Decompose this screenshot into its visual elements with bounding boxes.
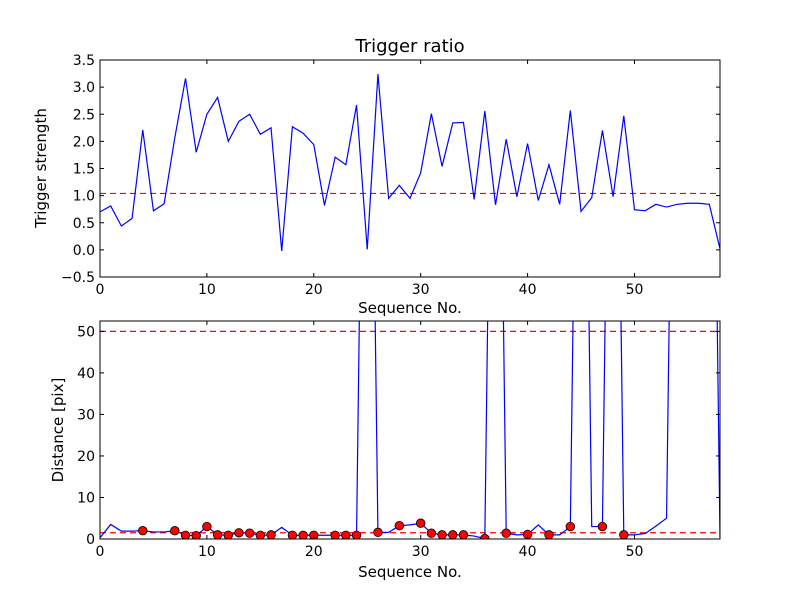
data-point — [170, 525, 180, 536]
x-tick-label: 20 — [305, 544, 323, 560]
x-axis-label: Sequence No. — [358, 563, 462, 581]
y-tick-label: 2.5 — [73, 107, 95, 123]
data-point — [266, 530, 276, 539]
x-tick-label: 10 — [198, 544, 216, 560]
data-point — [212, 530, 223, 539]
plot-area — [100, 60, 720, 277]
data-point — [501, 528, 511, 538]
y-tick-label: 10 — [77, 490, 95, 506]
data-point — [565, 521, 576, 532]
data-point — [255, 530, 266, 539]
y-tick-label: 0.0 — [73, 243, 95, 259]
data-point — [202, 521, 212, 532]
data-point — [597, 521, 608, 532]
data-point — [415, 518, 426, 528]
data-point — [234, 528, 244, 538]
x-axis-label: Sequence No. — [358, 299, 462, 317]
plot-content — [100, 74, 720, 252]
data-point — [287, 530, 298, 539]
x-tick-label: 40 — [519, 282, 537, 298]
series-line — [100, 74, 720, 252]
y-tick-label: 3.0 — [73, 80, 95, 96]
x-tick-label: 50 — [626, 282, 644, 298]
y-tick-label: 2.0 — [73, 134, 95, 150]
x-tick-label: 40 — [519, 544, 537, 560]
data-point — [437, 530, 447, 539]
data-point — [244, 528, 255, 538]
data-point — [544, 530, 554, 539]
data-point — [309, 530, 319, 539]
plot-area — [100, 321, 720, 539]
x-tick-label: 30 — [412, 282, 430, 298]
y-tick-label: 3.5 — [73, 53, 95, 69]
data-point — [458, 530, 469, 539]
trigger-ratio-chart: Trigger ratio Sequence No. Trigger stren… — [32, 36, 721, 317]
y-tick-label: 20 — [77, 449, 95, 465]
data-point — [619, 530, 629, 539]
x-tick-label: 30 — [412, 544, 430, 560]
y-axis-label: Trigger strength — [32, 108, 50, 229]
chart-title: Trigger ratio — [354, 36, 464, 57]
data-point — [223, 530, 233, 539]
axes-frame — [99, 320, 721, 540]
data-point — [394, 521, 405, 531]
data-point — [341, 530, 351, 539]
x-tick-label: 50 — [626, 544, 644, 560]
y-tick-label: 40 — [77, 366, 95, 382]
data-point — [448, 530, 458, 539]
x-tick-label: 20 — [305, 282, 323, 298]
y-tick-label: −0.5 — [61, 270, 95, 286]
x-tick-label: 10 — [198, 282, 216, 298]
x-tick-label: 0 — [96, 544, 105, 560]
y-tick-label: 30 — [77, 407, 95, 423]
data-point — [426, 528, 437, 538]
data-point — [298, 530, 308, 539]
data-point — [191, 530, 201, 539]
plot-content — [100, 321, 720, 539]
y-tick-label: 1.5 — [73, 162, 95, 178]
y-axis-label: Distance [pix] — [49, 378, 67, 483]
y-tick-label: 50 — [77, 324, 95, 340]
y-tick-label: 0.5 — [73, 216, 95, 232]
data-point — [351, 530, 362, 539]
y-tick-label: 1.0 — [73, 189, 95, 205]
data-point — [180, 530, 191, 539]
data-point — [330, 530, 340, 539]
distance-chart: Sequence No. Distance [pix] 0 10 20 30 40 50 0… — [49, 320, 721, 581]
data-point — [138, 525, 148, 536]
data-point — [373, 527, 383, 538]
x-tick-label: 0 — [96, 282, 105, 298]
y-tick-label: 0 — [86, 532, 95, 548]
